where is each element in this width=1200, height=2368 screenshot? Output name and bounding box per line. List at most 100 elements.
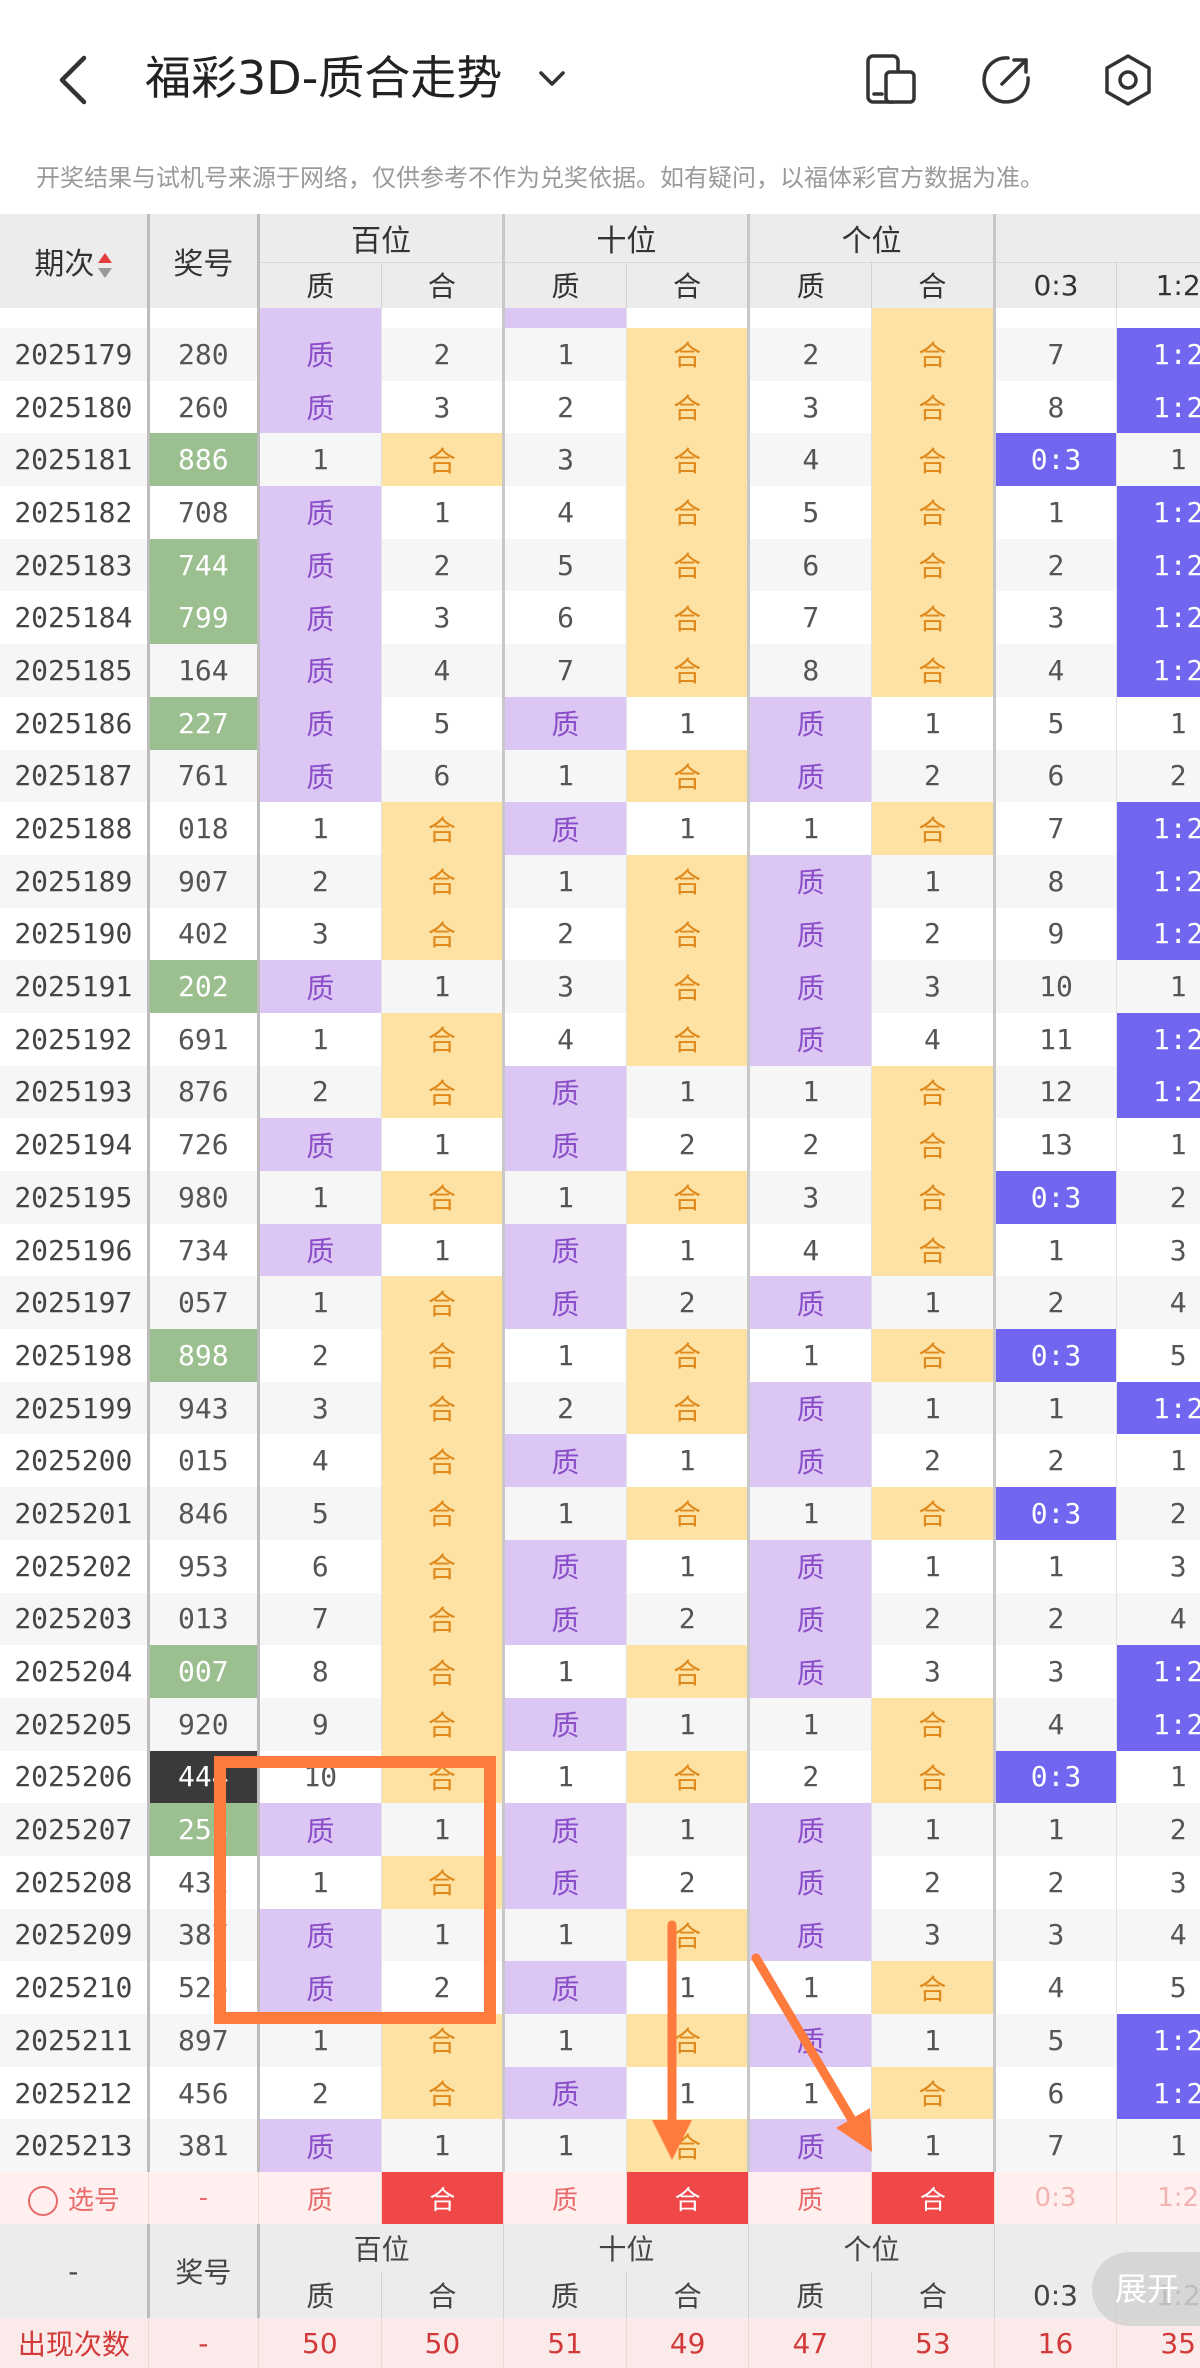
table-row[interactable]: 2025190 402 3 合 2 合质 2 9 1:2 bbox=[0, 907, 1200, 961]
trend-cell: 合 bbox=[871, 380, 996, 434]
page-title[interactable]: 福彩3D-质合走势 bbox=[145, 51, 503, 105]
table-row[interactable]: 2025180 260 质 3 2 合 3 合 8 1:2 bbox=[0, 380, 1200, 434]
trend-cell: 质 bbox=[748, 749, 873, 803]
table-row[interactable]: 2025204 007 8 合 1 合质 3 3 1:2 bbox=[0, 1645, 1200, 1698]
table-row[interactable]: 2025211 897 1 合 1 合质 1 5 1:2 bbox=[0, 2014, 1200, 2067]
select-row[interactable]: 选号 - 质合质合质合 0:3 1:2 bbox=[0, 2172, 1200, 2225]
table-row[interactable]: 2025184 799 质 3 6 合 7 合 3 1:2 bbox=[0, 591, 1200, 645]
table-row[interactable]: 2025181 886 1 合 3 合 4 合 0:3 1 bbox=[0, 433, 1200, 487]
trend-cell: 1 bbox=[748, 1487, 873, 1540]
table-row[interactable]: 2025201 846 5 合 1 合 1 合 0:3 2 bbox=[0, 1487, 1200, 1540]
select-option[interactable]: 1:2 bbox=[1116, 2172, 1200, 2225]
back-button[interactable] bbox=[48, 50, 98, 110]
trend-cell: 合 bbox=[626, 433, 751, 487]
table-row[interactable]: 2025206 444 10 合 1 合 2 合 0:3 1 bbox=[0, 1750, 1200, 1804]
table-row[interactable]: 2025198 898 2 合 1 合 1 合 0:3 5 bbox=[0, 1329, 1200, 1382]
table-row[interactable]: 2025208 432 1 合质 2 质 2 2 3 bbox=[0, 1855, 1200, 1909]
table-row[interactable]: 2025200 015 4 合质 1 质 2 2 1 bbox=[0, 1434, 1200, 1488]
trend-cell: 3 bbox=[994, 1645, 1118, 1698]
trend-cell: 质 bbox=[258, 538, 382, 592]
trend-cell: 合 bbox=[626, 380, 751, 434]
footer-number: 奖号 bbox=[148, 2224, 261, 2319]
trend-cell: 1 bbox=[503, 1171, 627, 1224]
trend-cell: 合 bbox=[626, 960, 751, 1013]
trend-cell: 1 bbox=[871, 1276, 996, 1330]
issue-cell: 2025194 bbox=[0, 1118, 150, 1171]
table-row[interactable]: 2025203 013 7 合质 2 质 2 2 4 bbox=[0, 1592, 1200, 1646]
number-cell: 227 bbox=[148, 696, 261, 750]
table-row[interactable]: 2025205 920 9 合质 1 1 合 4 1:2 bbox=[0, 1697, 1200, 1751]
select-option[interactable]: 质 bbox=[258, 2172, 382, 2225]
select-label[interactable]: 选号 bbox=[0, 2172, 149, 2225]
table-row[interactable]: 2025179 280 质 2 1 合 2 合 7 1:2 bbox=[0, 328, 1200, 381]
number-cell: 432 bbox=[148, 1855, 261, 1909]
share-button[interactable] bbox=[978, 52, 1034, 108]
select-option[interactable]: 0:3 bbox=[994, 2172, 1118, 2225]
trend-cell: 质 bbox=[258, 2119, 382, 2173]
trend-cell: 质 bbox=[503, 1539, 627, 1593]
trend-cell: 3 bbox=[503, 960, 627, 1013]
table-row[interactable]: 2025209 387 质 1 1 合质 3 3 4 bbox=[0, 1908, 1200, 1962]
table-row[interactable]: 2025188 018 1 合质 1 1 合 7 1:2 bbox=[0, 802, 1200, 855]
table-row[interactable]: 2025191 202 质 1 3 合质 3 10 1 bbox=[0, 960, 1200, 1013]
radio-circle-icon[interactable] bbox=[27, 2186, 58, 2217]
trend-cell: 3 bbox=[748, 380, 873, 434]
issue-cell: 2025193 bbox=[0, 1065, 150, 1119]
expand-button[interactable]: 展开 bbox=[1092, 2252, 1200, 2326]
table-row[interactable]: 2025202 953 6 合质 1 质 1 1 3 bbox=[0, 1539, 1200, 1593]
trend-cell: 3 bbox=[1116, 1855, 1200, 1909]
table-row[interactable]: 2025185 164 质 4 7 合 8 合 4 1:2 bbox=[0, 644, 1200, 697]
trend-cell: 合 bbox=[626, 1381, 751, 1435]
trend-cell: 3 bbox=[1116, 1223, 1200, 1277]
table-row[interactable]: 2025189 907 2 合 1 合质 1 8 1:2 bbox=[0, 854, 1200, 908]
issue-cell: 2025191 bbox=[0, 960, 150, 1013]
table-row[interactable]: 2025197 057 1 合质 2 质 1 2 4 bbox=[0, 1276, 1200, 1330]
sub-header: 合 bbox=[626, 261, 751, 308]
issue-cell: 2025189 bbox=[0, 854, 150, 908]
table-row[interactable]: 2025193 876 2 合质 1 1 合 12 1:2 bbox=[0, 1065, 1200, 1119]
trend-cell: 1:2 bbox=[1116, 2066, 1200, 2120]
trend-cell: 1:2 bbox=[1116, 591, 1200, 645]
table-row[interactable]: 2025186 227 质 5 质 1 质 1 5 1 bbox=[0, 696, 1200, 750]
issue-cell: 2025200 bbox=[0, 1434, 150, 1488]
settings-button[interactable] bbox=[1100, 52, 1156, 108]
table-row[interactable]: 2025195 980 1 合 1 合 3 合 0:3 2 bbox=[0, 1171, 1200, 1224]
table-row[interactable]: 2025196 734 质 1 质 1 4 合 1 3 bbox=[0, 1223, 1200, 1277]
table-row[interactable]: 2025212 456 2 合质 1 1 合 6 1:2 bbox=[0, 2066, 1200, 2120]
select-option[interactable]: 质 bbox=[748, 2172, 873, 2225]
table-row[interactable]: 2025183 744 质 2 5 合 6 合 2 1:2 bbox=[0, 538, 1200, 592]
table-row[interactable]: 2025199 943 3 合 2 合质 1 1 1:2 bbox=[0, 1381, 1200, 1435]
trend-cell: 1:2 bbox=[1116, 538, 1200, 592]
title-dropdown[interactable] bbox=[535, 62, 569, 96]
table-row[interactable]: 2025192 691 1 合 4 合质 4 11 1:2 bbox=[0, 1012, 1200, 1066]
table-row[interactable]: 2025182 708 质 1 4 合 5 合 1 1:2 bbox=[0, 486, 1200, 539]
table-row[interactable]: 2025207 255 质 1 质 1 质 1 1 2 bbox=[0, 1803, 1200, 1856]
number-cell: 381 bbox=[148, 2119, 261, 2173]
table-row[interactable]: 2025194 726 质 1 质 2 2 合 13 1 bbox=[0, 1118, 1200, 1171]
trend-cell: 8 bbox=[748, 644, 873, 697]
table-row[interactable]: 2025210 525 质 2 质 1 1 合 4 5 bbox=[0, 1961, 1200, 2014]
trend-cell: 2 bbox=[994, 1592, 1118, 1646]
select-option[interactable]: 质 bbox=[503, 2172, 627, 2225]
select-option[interactable]: 合 bbox=[871, 2172, 995, 2225]
select-option[interactable]: 合 bbox=[626, 2172, 750, 2225]
issue-header[interactable]: 期次 bbox=[0, 214, 150, 308]
trend-cell: 1 bbox=[503, 328, 627, 381]
trend-cell: 1 bbox=[1116, 2119, 1200, 2173]
count-value: 53 bbox=[871, 2318, 995, 2368]
count-value: 50 bbox=[381, 2318, 505, 2368]
trend-cell: 质 bbox=[503, 696, 627, 750]
trend-cell: 4 bbox=[748, 433, 873, 487]
sort-icon bbox=[98, 252, 113, 279]
footer-sub: 质 bbox=[748, 2272, 873, 2319]
select-option[interactable]: 合 bbox=[381, 2172, 505, 2225]
number-cell: 402 bbox=[148, 907, 261, 961]
trend-cell: 质 bbox=[748, 1803, 873, 1856]
trend-cell: 6 bbox=[258, 1539, 382, 1593]
trend-cell: 2 bbox=[626, 1276, 751, 1330]
table-row[interactable]: 2025213 381 质 1 1 合质 1 7 1 bbox=[0, 2119, 1200, 2173]
table-row[interactable]: 2025187 761 质 6 1 合质 2 6 2 bbox=[0, 749, 1200, 803]
trend-cell: 1 bbox=[1116, 696, 1200, 750]
device-switch-button[interactable] bbox=[864, 52, 920, 108]
trend-table-container[interactable]: 期次 奖号 百位 十位 个位 质 质 合 质 合 质 合 0:3 1:2 202… bbox=[0, 214, 1200, 2368]
